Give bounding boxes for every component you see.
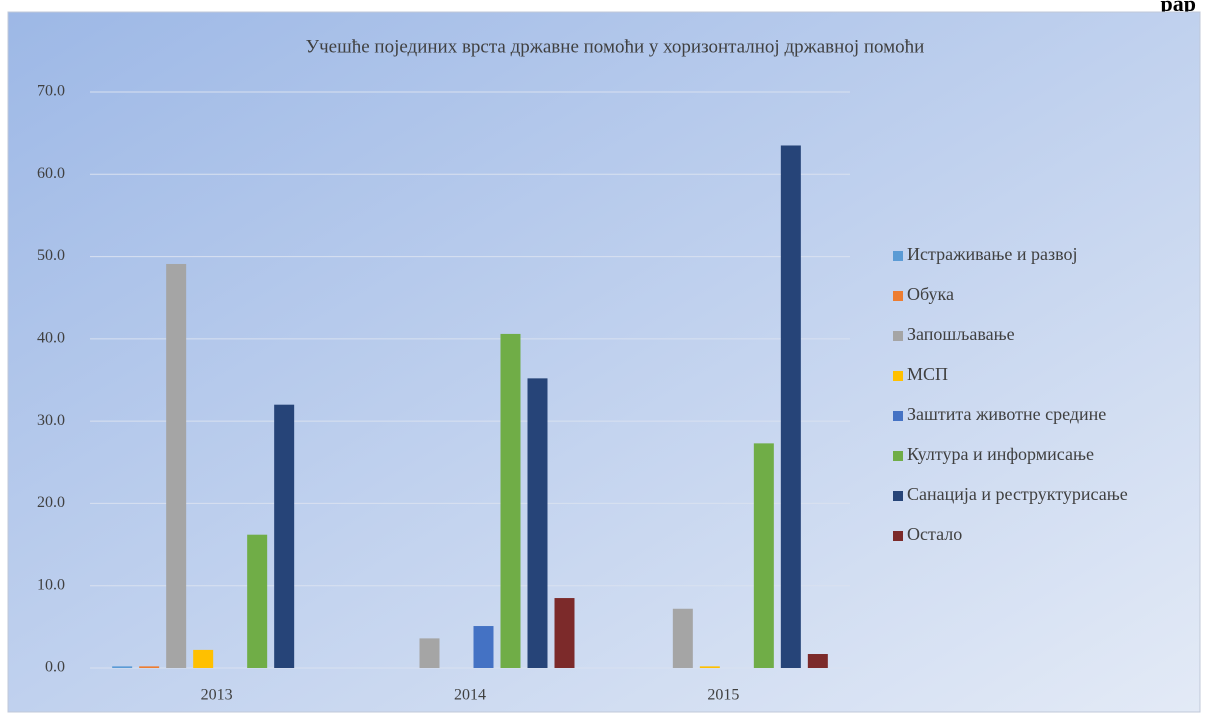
- x-tick-label: 2015: [707, 687, 739, 704]
- y-tick-label: 60.0: [37, 165, 65, 182]
- legend-swatch: [893, 371, 903, 381]
- legend-label: МСП: [907, 364, 948, 384]
- bar: [139, 666, 160, 668]
- y-tick-label: 70.0: [37, 83, 65, 100]
- bar: [699, 666, 720, 668]
- bar: [554, 598, 575, 668]
- legend-label: Обука: [907, 284, 954, 304]
- x-tick-label: 2013: [201, 687, 233, 704]
- legend-label: Запошљавање: [907, 324, 1015, 344]
- legend-swatch: [893, 411, 903, 421]
- y-tick-label: 50.0: [37, 247, 65, 264]
- chart-area: [7, 11, 1201, 713]
- y-tick-label: 10.0: [37, 576, 65, 593]
- legend-swatch: [893, 491, 903, 501]
- legend-swatch: [893, 251, 903, 261]
- legend-label: Санација и реструктурисање: [907, 484, 1128, 504]
- bar: [247, 534, 268, 668]
- y-tick-label: 40.0: [37, 330, 65, 347]
- bar: [672, 608, 693, 668]
- bar: [193, 649, 214, 668]
- y-tick-label: 0.0: [45, 659, 65, 676]
- x-tick-label: 2014: [454, 687, 486, 704]
- bar: [500, 333, 521, 668]
- bar: [527, 378, 548, 668]
- bar: [807, 654, 828, 668]
- legend-swatch: [893, 531, 903, 541]
- chart-title: Учешће појединих врста државне помоћи у …: [306, 36, 925, 57]
- legend-swatch: [893, 291, 903, 301]
- bar: [473, 626, 494, 668]
- y-tick-label: 20.0: [37, 494, 65, 511]
- legend-label: Заштита животне средине: [907, 404, 1106, 424]
- legend-label: Истраживање и развој: [907, 244, 1078, 264]
- legend-swatch: [893, 451, 903, 461]
- legend-label: Остало: [907, 524, 962, 544]
- legend-label: Култура и информисање: [907, 444, 1094, 464]
- bar: [419, 638, 440, 668]
- bar: [112, 666, 133, 668]
- y-tick-label: 30.0: [37, 412, 65, 429]
- bar: [274, 404, 295, 668]
- legend-swatch: [893, 331, 903, 341]
- bar: [753, 443, 774, 668]
- bar: [780, 145, 801, 668]
- bar: [166, 263, 187, 668]
